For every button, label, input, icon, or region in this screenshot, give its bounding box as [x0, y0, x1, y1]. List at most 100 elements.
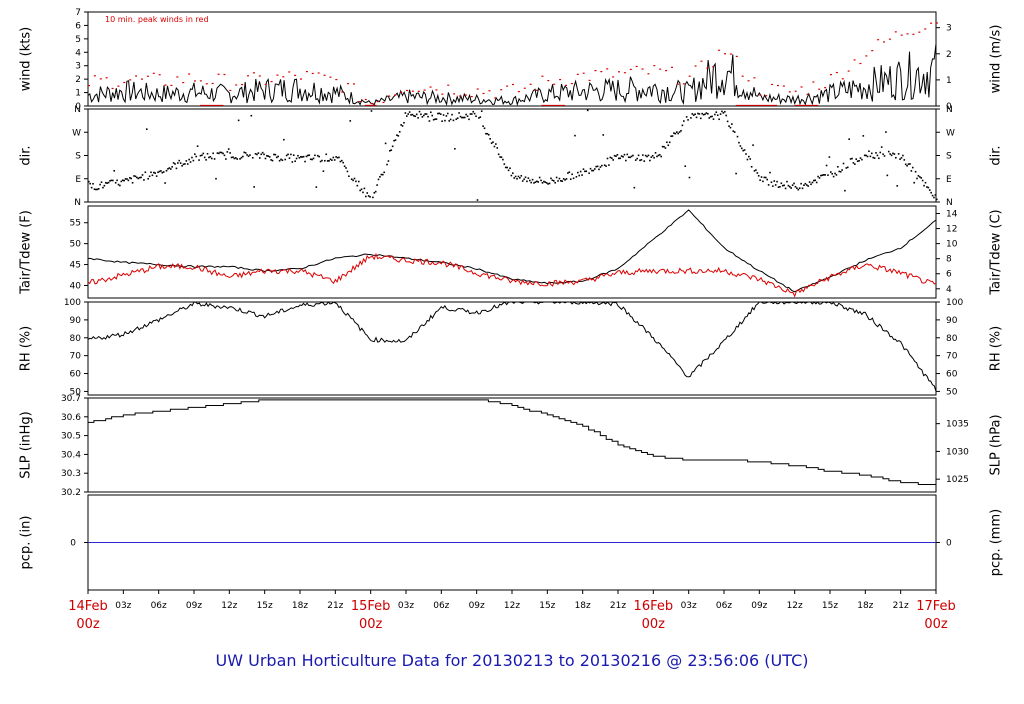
- dir-point: [632, 154, 634, 157]
- dir-point: [471, 113, 473, 115]
- wind-peak-point: [482, 92, 485, 95]
- x-tick-label: 06z: [151, 601, 167, 611]
- wind-peak-point: [771, 83, 774, 86]
- dir-point: [478, 117, 480, 119]
- dir-point: [430, 111, 432, 114]
- wind-peak-point: [853, 59, 856, 61]
- dir-point: [805, 184, 808, 186]
- pcp-ylabel-right: pcp. (mm): [989, 509, 1004, 576]
- dir-point: [633, 186, 636, 189]
- dir-point: [735, 172, 737, 175]
- dir-point: [493, 145, 496, 148]
- dir-point: [808, 181, 811, 183]
- dir-point: [789, 185, 791, 188]
- dir-point: [244, 152, 247, 154]
- wind-peak-point: [170, 84, 173, 87]
- dir-point: [246, 154, 248, 156]
- x-tick-label: 06z: [433, 601, 449, 611]
- dir-point: [175, 167, 178, 170]
- wind-peak-point: [476, 88, 479, 90]
- dir-point: [182, 163, 185, 166]
- rh-series: [87, 301, 937, 392]
- dir-point: [781, 184, 784, 187]
- wind-ytick-label-left: 7: [75, 8, 81, 18]
- dir-point: [858, 160, 860, 162]
- dir-point: [661, 145, 664, 148]
- dir-point: [889, 153, 891, 155]
- dir-point: [128, 177, 131, 179]
- wind-peak-point: [382, 101, 385, 104]
- dir-point: [606, 157, 609, 160]
- rh-ytick-label-left: 100: [64, 298, 81, 308]
- dir-point: [456, 117, 459, 119]
- dir-point: [524, 176, 527, 179]
- wind-peak-point: [635, 65, 638, 68]
- dir-point: [107, 181, 110, 184]
- dir-point: [921, 179, 924, 182]
- dir-ytick-label-left: W: [72, 128, 81, 138]
- dir-point: [550, 177, 552, 180]
- dir-point: [283, 138, 285, 141]
- dir-point: [136, 176, 138, 179]
- dir-point: [233, 157, 236, 160]
- dir-point: [357, 180, 360, 183]
- dir-point: [201, 154, 203, 157]
- wind-peak-point: [712, 66, 715, 68]
- dir-point: [256, 153, 258, 156]
- dir-point: [878, 157, 880, 160]
- dir-point: [502, 158, 504, 161]
- wind-peak-point: [924, 28, 927, 30]
- dir-point: [458, 112, 460, 114]
- dir-point: [220, 151, 223, 154]
- pcp-ytick-label-right: 0: [946, 539, 952, 549]
- dir-point: [798, 187, 801, 190]
- dir-point: [229, 152, 231, 154]
- dir-point: [124, 178, 127, 180]
- rh-ytick-label-left: 60: [70, 370, 82, 380]
- wind-peak-point: [812, 81, 815, 83]
- wind-peak-point: [194, 80, 196, 82]
- wind-peak-point: [612, 76, 615, 78]
- dir-point: [803, 184, 805, 187]
- wind-peak-point: [341, 91, 344, 93]
- dir-point: [927, 186, 930, 189]
- dir-point: [773, 180, 776, 182]
- dir-point: [568, 171, 571, 173]
- x-tick-label: 09z: [469, 601, 485, 611]
- wind-peak-point: [417, 90, 420, 92]
- dir-ytick-label-left: E: [75, 175, 81, 185]
- dir-point: [250, 114, 253, 117]
- dir-point: [503, 163, 506, 165]
- dir-point: [312, 157, 315, 160]
- dir-point: [603, 164, 606, 166]
- dir-point: [339, 160, 342, 163]
- dir-point: [793, 182, 795, 185]
- wind-ytick-label-left: 0: [75, 102, 81, 112]
- dir-point: [896, 185, 899, 187]
- rh-panel-frame: [87, 301, 937, 396]
- dir-point: [302, 155, 305, 158]
- wind-peak-point: [900, 34, 903, 36]
- dir-point: [814, 179, 817, 182]
- dir-point: [564, 179, 566, 181]
- wind-peak-point: [930, 22, 933, 24]
- wind-peak-point: [653, 65, 656, 67]
- wind-peak-point: [453, 93, 456, 95]
- dir-ytick-label-left: S: [75, 152, 81, 162]
- dir-point: [295, 157, 298, 160]
- dir-point: [260, 153, 263, 156]
- x-tick-label: 12z: [504, 601, 520, 611]
- dir-ytick-label-left: N: [74, 198, 81, 208]
- dir-point: [301, 156, 304, 158]
- dir-point: [164, 182, 166, 184]
- dir-point: [762, 180, 764, 183]
- wind-peak-point: [223, 73, 226, 76]
- dir-point: [519, 177, 521, 179]
- dir-point: [630, 155, 633, 158]
- dir-point: [612, 159, 614, 161]
- dir-point: [647, 154, 650, 157]
- dir-point: [560, 179, 562, 182]
- dir-point: [876, 154, 879, 157]
- dir-point: [685, 116, 688, 118]
- dir-point: [461, 116, 463, 119]
